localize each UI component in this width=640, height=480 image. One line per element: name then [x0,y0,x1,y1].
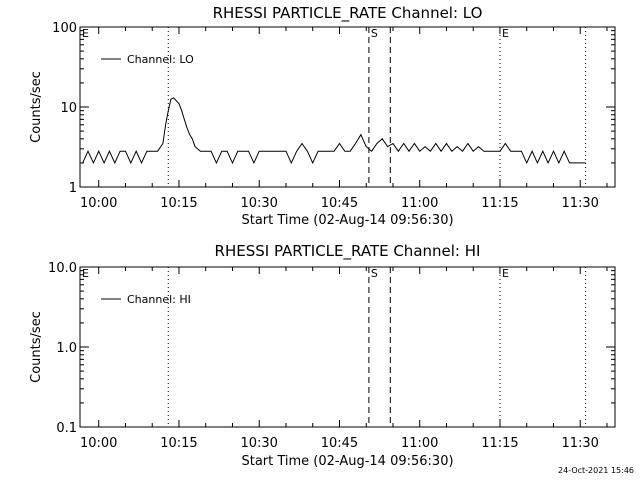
y-tick-label: 1 [69,181,77,196]
x-tick-label: 10:00 [80,436,117,451]
event-marker-s: S [371,27,378,40]
x-tick-label: 11:00 [401,436,438,451]
x-tick-label: 11:15 [481,436,518,451]
y-axis-label: Counts/sec [29,71,44,143]
chart-title: RHESSI PARTICLE_RATE Channel: HI [215,242,481,261]
x-tick-label: 11:30 [561,436,598,451]
event-marker-e: E [502,267,509,280]
chart-panel-1: RHESSI PARTICLE_RATE Channel: LO 10:00 10:… [29,4,616,228]
x-tick-label: 10:30 [240,196,277,211]
y-tick-label: 1.0 [56,341,77,356]
series-line [82,97,586,165]
x-tick-label: 10:15 [160,196,197,211]
chart-panel-2: RHESSI PARTICLE_RATE Channel: HI 10:00 10:… [29,242,616,469]
generated-timestamp: 24-Oct-2021 15:46 [558,466,634,475]
event-marker-s: S [371,267,378,280]
y-tick-label: 10 [60,101,77,116]
x-tick-label: 10:00 [80,196,117,211]
x-axis-label: Start Time (02-Aug-14 09:56:30) [241,213,453,228]
plot-frame [79,266,616,428]
x-tick-label: 10:45 [321,196,358,211]
y-axis-label: Counts/sec [29,311,44,383]
event-marker-e: E [82,267,89,280]
x-tick-label: 11:00 [401,196,438,211]
legend-label: Channel: HI [127,293,191,306]
y-tick-label: 100 [52,21,77,36]
chart-title: RHESSI PARTICLE_RATE Channel: LO [213,4,483,23]
plot-frame [79,26,616,188]
y-tick-label: 0.1 [56,421,77,436]
x-tick-label: 11:30 [561,196,598,211]
x-axis-label: Start Time (02-Aug-14 09:56:30) [241,454,453,469]
x-tick-label: 11:15 [481,196,518,211]
x-tick-label: 10:15 [160,436,197,451]
y-tick-label: 10.0 [48,261,77,276]
x-tick-label: 10:30 [240,436,277,451]
legend-label: Channel: LO [127,53,194,66]
x-tick-label: 10:45 [321,436,358,451]
event-marker-e: E [82,27,89,40]
event-marker-e: E [502,27,509,40]
